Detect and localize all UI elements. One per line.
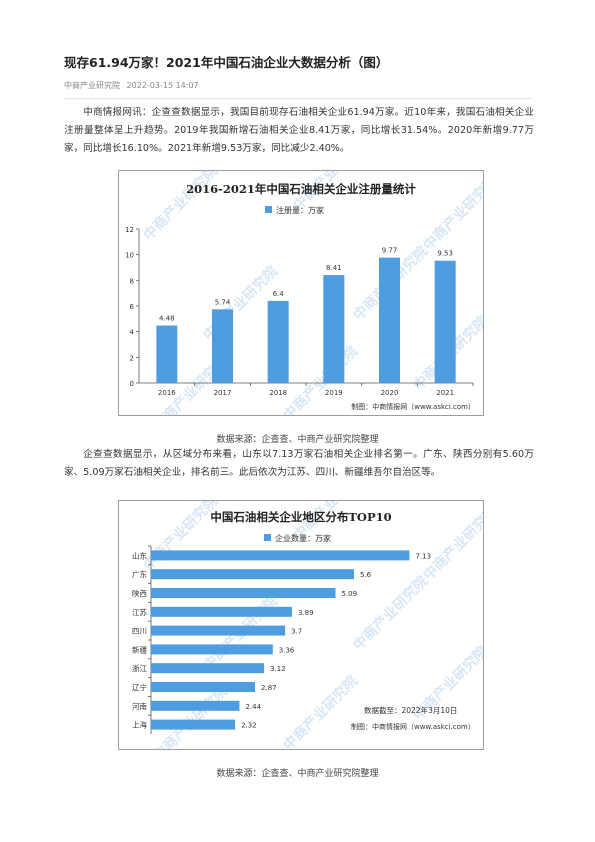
chart2-bar bbox=[151, 719, 236, 730]
chart2-category-label: 广东 bbox=[132, 569, 147, 579]
paragraph-regions: 企查查数据显示，从区域分布来看，山东以7.13万家石油相关企业排名第一。广东、陕… bbox=[64, 449, 534, 478]
chart1-bar bbox=[379, 257, 400, 383]
chart2-data-label: 2.87 bbox=[261, 684, 277, 692]
chart1-data-label: 9.53 bbox=[437, 250, 453, 258]
title-divider bbox=[64, 98, 532, 99]
chart2-data-label: 3.89 bbox=[298, 609, 314, 617]
chart2-watermark: 中商产业研究院 bbox=[350, 573, 431, 654]
chart1-x-tick-label: 2020 bbox=[381, 389, 399, 397]
chart1-data-label: 9.77 bbox=[382, 247, 398, 255]
chart1-y-tick-label: 8 bbox=[130, 277, 134, 285]
article-source[interactable]: 中商产业研究院 bbox=[64, 81, 120, 90]
article-date: 2022-03-15 14:07 bbox=[126, 81, 199, 90]
paragraph-intro: 中商情报网讯：企查查数据显示，我国目前现存石油相关企业61.94万家。近10年来… bbox=[64, 107, 534, 154]
chart1-legend-label: 注册量：万家 bbox=[276, 205, 324, 215]
figure-regions-chart: 中商产业研究院 中商产业研究院 中商产业研究院 中商产业研究院 中商产业研究院 中商产业研… bbox=[118, 500, 484, 750]
chart2-legend-label: 企业数量：万家 bbox=[275, 533, 331, 543]
chart2-data-label: 2.32 bbox=[241, 722, 257, 730]
chart1-y-tick-label: 0 bbox=[130, 380, 134, 388]
article-title: 现存61.94万家！2021年中国石油企业大数据分析（图） bbox=[64, 55, 389, 70]
chart2-note: 数据截至：2022年3月10日 bbox=[364, 705, 457, 715]
chart2-data-label: 3.7 bbox=[291, 628, 302, 636]
chart2-watermark: 中商产业研究院 bbox=[140, 501, 221, 574]
chart1-x-tick-label: 2019 bbox=[325, 389, 343, 397]
chart2-category-label: 山东 bbox=[132, 550, 147, 560]
chart1-x-tick-label: 2017 bbox=[214, 389, 232, 397]
chart2-bar bbox=[151, 606, 293, 617]
chart2-category-label: 江苏 bbox=[132, 607, 147, 617]
chart1-bar bbox=[267, 300, 289, 383]
chart1-watermark: 中商产业研究院 bbox=[280, 343, 361, 415]
chart2-data-label: 5.6 bbox=[360, 571, 372, 579]
chart2-category-label: 新疆 bbox=[132, 644, 147, 654]
chart1-data-label: 4.48 bbox=[159, 315, 175, 323]
chart2-title: 中国石油相关企业地区分布TOP10 bbox=[210, 510, 391, 524]
chart2-category-label: 浙江 bbox=[132, 663, 147, 673]
chart2-category-label: 上海 bbox=[132, 720, 147, 730]
chart2-credit: 制图：中商情报网（www.askci.com） bbox=[351, 722, 475, 731]
chart2-data-label: 7.13 bbox=[415, 552, 431, 560]
chart2-bar bbox=[151, 682, 256, 692]
chart2-bar bbox=[151, 625, 286, 636]
chart2-data-label: 5.09 bbox=[342, 590, 358, 598]
chart1-y-tick-label: 4 bbox=[130, 329, 135, 337]
chart2-bar bbox=[151, 644, 273, 655]
chart2-legend-swatch bbox=[264, 534, 271, 541]
chart1-bar bbox=[323, 275, 345, 383]
chart2-category-label: 陕西 bbox=[132, 588, 147, 598]
chart2-category-label: 辽宁 bbox=[132, 682, 147, 692]
chart1-credit: 制图：中商情报网（www.askci.com） bbox=[351, 402, 475, 411]
chart2-watermark: 中商产业研究院 bbox=[420, 503, 483, 584]
chart1-y-tick-label: 12 bbox=[125, 226, 134, 234]
chart1-y-tick-label: 10 bbox=[125, 252, 134, 260]
chart2-watermark: 中商产业研究院 bbox=[280, 673, 361, 749]
chart2-data-label: 3.12 bbox=[270, 665, 286, 673]
chart2-bar bbox=[151, 663, 265, 674]
figure-caption-2: 数据来源：企查查、中商产业研究院整理 bbox=[216, 769, 379, 779]
chart2-data-label: 2.44 bbox=[245, 703, 261, 711]
article-meta: 中商产业研究院 2022-03-15 14:07 bbox=[64, 80, 203, 91]
chart1-y-tick-label: 6 bbox=[130, 303, 135, 311]
chart2-bar bbox=[151, 550, 410, 561]
chart2-watermark: 中商产业研究院 bbox=[150, 683, 231, 749]
chart1-x-tick-label: 2016 bbox=[158, 389, 176, 397]
chart1-legend-swatch bbox=[265, 206, 272, 213]
chart2-bar bbox=[151, 569, 354, 580]
chart1-x-tick-label: 2018 bbox=[269, 389, 287, 397]
chart1-bar bbox=[434, 260, 456, 383]
figure-registrations-chart: 中商产业研究院 中商产业研究院 中商产业研究院 中商产业研究院 中商产业研究院 中商产业研… bbox=[118, 170, 484, 416]
chart1-bar bbox=[212, 309, 233, 383]
chart1-y-tick-label: 2 bbox=[130, 354, 134, 362]
chart2-data-label: 3.36 bbox=[279, 646, 295, 654]
chart1-data-label: 8.41 bbox=[326, 264, 342, 272]
figure-caption-1: 数据来源：企查查、中商产业研究院整理 bbox=[216, 435, 379, 445]
chart1-bar bbox=[156, 325, 178, 383]
chart1-x-tick-label: 2021 bbox=[436, 389, 454, 397]
chart2-bar bbox=[151, 700, 240, 711]
chart1-title: 2016-2021年中国石油相关企业注册量统计 bbox=[186, 182, 416, 196]
chart2-bar bbox=[151, 588, 336, 598]
chart1-data-label: 5.74 bbox=[215, 298, 231, 306]
chart1-data-label: 6.4 bbox=[273, 290, 285, 298]
chart2-category-label: 四川 bbox=[132, 627, 147, 636]
chart1-watermark: 中商产业研究院 bbox=[420, 173, 483, 254]
chart2-category-label: 河南 bbox=[132, 701, 147, 711]
